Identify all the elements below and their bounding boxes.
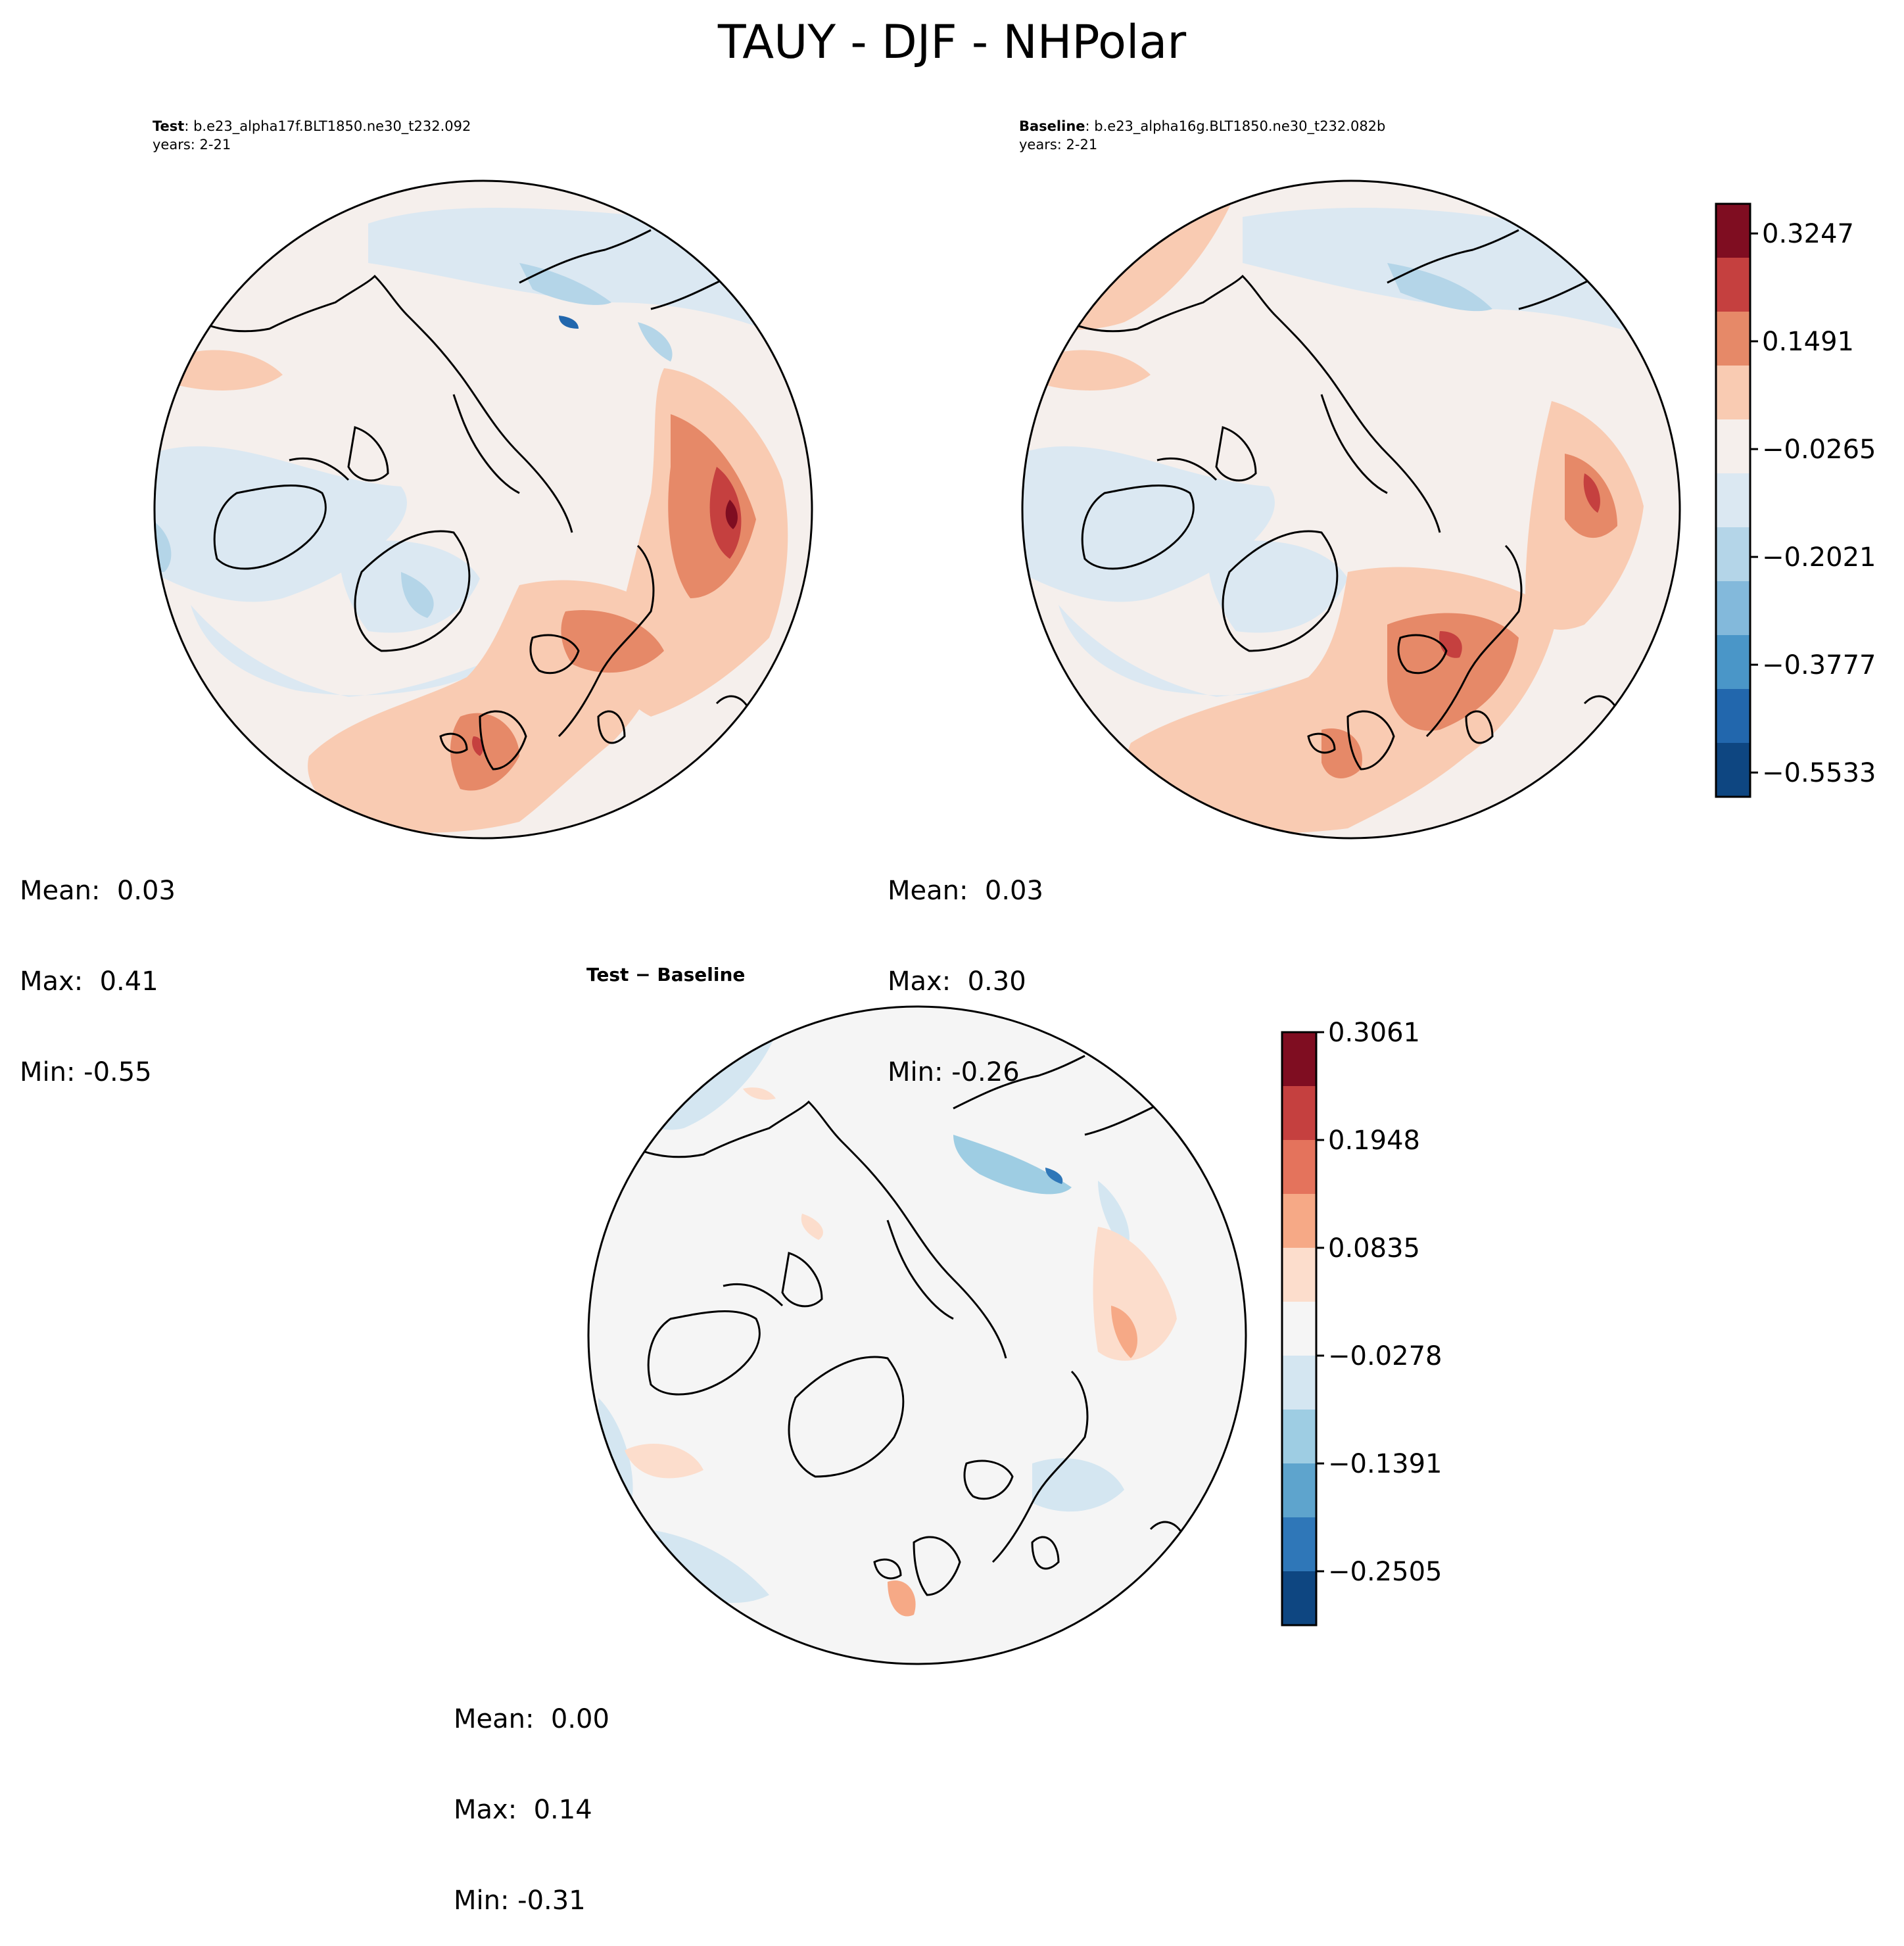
main-colorbar-segment — [1716, 366, 1750, 420]
diff-colorbar-segment — [1282, 1032, 1316, 1087]
diff-colorbar-segment — [1282, 1086, 1316, 1141]
diff-colorbar-tick-label: −0.0278 — [1328, 1341, 1442, 1371]
diff-colorbar-segment — [1282, 1356, 1316, 1410]
main-colorbar-frame — [1715, 202, 1751, 798]
baseline-case-name: : b.e23_alpha16g.BLT1850.ne30_t232.082b — [1085, 118, 1386, 134]
diff-colorbar-segment — [1282, 1302, 1316, 1356]
diff-min: Min: -0.31 — [454, 1886, 586, 1916]
main-colorbar-tick-label: −0.0265 — [1762, 435, 1876, 465]
main-colorbar-segment — [1716, 419, 1750, 474]
test-coastlines — [155, 229, 751, 809]
main-colorbar-segment — [1716, 689, 1750, 744]
main-colorbar-segment — [1716, 635, 1750, 690]
baseline-mean: Mean: 0.03 — [888, 876, 1043, 906]
diff-stats: Mean: 0.00 Max: 0.14 Min: -0.31 — [454, 1644, 609, 1946]
baseline-min: Min: -0.26 — [888, 1057, 1020, 1087]
diff-colorbar-tick-label: 0.1948 — [1328, 1126, 1420, 1156]
test-min: Min: -0.55 — [20, 1057, 152, 1087]
main-colorbar-segment — [1716, 258, 1750, 312]
diff-colorbar-tick-label: 0.0835 — [1328, 1233, 1420, 1264]
diff-colorbar-tick-label: −0.2505 — [1328, 1557, 1442, 1587]
main-colorbar-segment — [1716, 312, 1750, 366]
diff-colorbar: 0.3061 0.1948 0.0835 −0.0278 −0.1391 −0.2505 — [1281, 1018, 1442, 1626]
baseline-map-boundary — [1021, 179, 1681, 840]
diff-colorbar-tick-label: −0.1391 — [1328, 1449, 1442, 1479]
main-colorbar-tick-label: −0.2021 — [1762, 542, 1876, 573]
main-colorbar: 0.3247 0.1491 −0.0265 −0.2021 −0.3777 −0.5533 — [1715, 202, 1876, 798]
test-panel-title: Test: b.e23_alpha17f.BLT1850.ne30_t232.0… — [153, 118, 471, 134]
diff-mean: Mean: 0.00 — [454, 1704, 609, 1734]
baseline-years: years: 2-21 — [1019, 137, 1098, 153]
baseline-panel-title: Baseline: b.e23_alpha16g.BLT1850.ne30_t2… — [1019, 118, 1385, 134]
diff-colorbar-segment — [1282, 1194, 1316, 1248]
test-case-name: : b.e23_alpha17f.BLT1850.ne30_t232.092 — [184, 118, 471, 134]
test-stats: Mean: 0.03 Max: 0.41 Min: -0.55 — [20, 815, 176, 1118]
main-colorbar-segment — [1716, 581, 1750, 636]
figure-title: TAUY - DJF - NHPolar — [717, 15, 1187, 69]
test-label: Test — [153, 118, 185, 134]
test-polar-map — [153, 179, 813, 840]
diff-max: Max: 0.14 — [454, 1795, 592, 1825]
diff-colorbar-segment — [1282, 1463, 1316, 1518]
diff-panel-title: Test − Baseline — [586, 964, 746, 985]
main-colorbar-tick-label: 0.1491 — [1762, 327, 1854, 357]
baseline-stats: Mean: 0.03 Max: 0.30 Min: -0.26 — [888, 815, 1043, 1118]
diff-polar-map — [587, 1005, 1247, 1665]
main-colorbar-tick-label: −0.3777 — [1762, 650, 1876, 680]
main-colorbar-segment — [1716, 204, 1750, 258]
diff-colorbar-segment — [1282, 1571, 1316, 1626]
test-max: Max: 0.41 — [20, 966, 158, 997]
baseline-polar-map — [1021, 179, 1681, 840]
baseline-label: Baseline — [1019, 118, 1085, 134]
diff-colorbar-tick-label: 0.3061 — [1328, 1018, 1420, 1048]
main-colorbar-tick-label: −0.5533 — [1762, 758, 1876, 788]
main-colorbar-segment — [1716, 527, 1750, 582]
diff-coastlines — [588, 1055, 1185, 1635]
main-colorbar-segment — [1716, 473, 1750, 528]
main-colorbar-tick-label: 0.3247 — [1762, 219, 1854, 249]
diff-colorbar-segment — [1282, 1517, 1316, 1572]
test-mean: Mean: 0.03 — [20, 876, 176, 906]
test-years: years: 2-21 — [153, 137, 231, 153]
diff-colorbar-segment — [1282, 1410, 1316, 1464]
diff-colorbar-segment — [1282, 1248, 1316, 1302]
diff-colorbar-segment — [1282, 1140, 1316, 1195]
diff-map-boundary — [587, 1005, 1247, 1665]
main-colorbar-segment — [1716, 743, 1750, 797]
test-map-boundary — [153, 179, 813, 840]
baseline-max: Max: 0.30 — [888, 966, 1026, 997]
diff-colorbar-frame — [1281, 1031, 1318, 1626]
baseline-coastlines — [1022, 229, 1619, 809]
